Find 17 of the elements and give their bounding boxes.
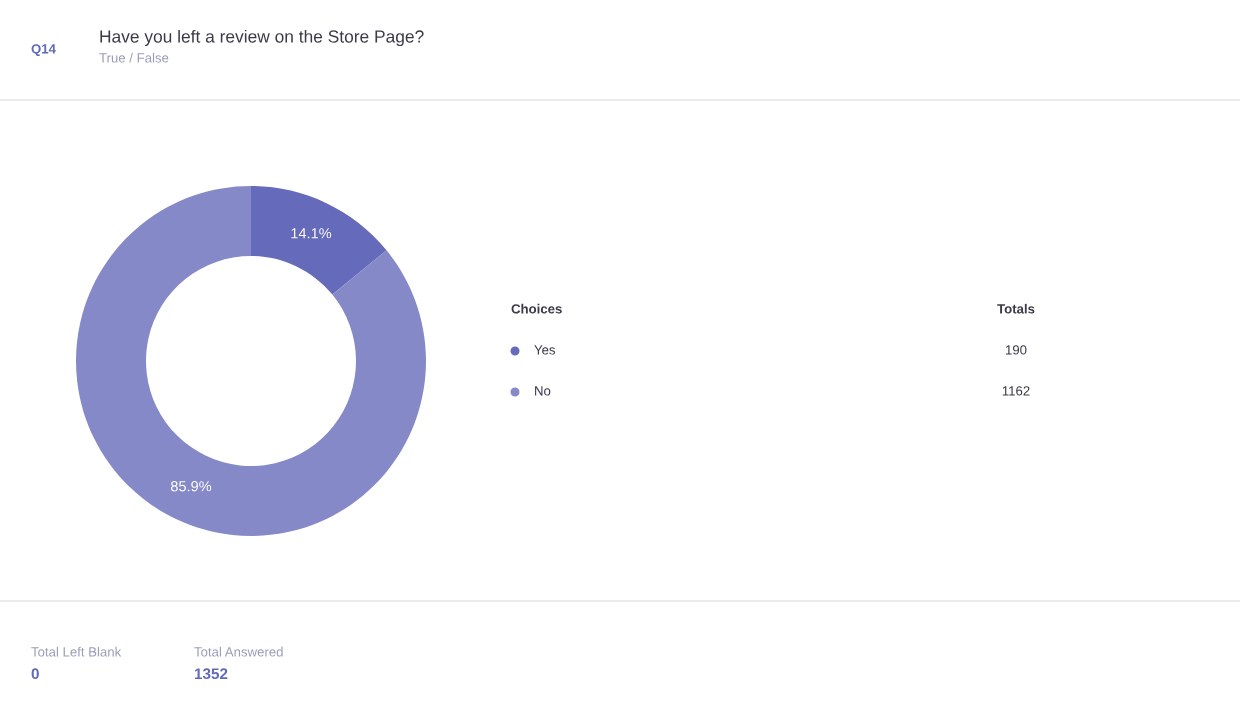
text: Q14 [31,44,56,57]
text: 0 [31,668,39,680]
data-label: 85.9% [170,481,212,492]
text: Total Answered [194,646,283,657]
text: Total Left Blank [31,646,122,657]
legend-label: Yes [534,345,556,355]
donut-slice [251,186,387,295]
text: 1352 [194,668,228,680]
chart-title: Have you left a review on the Store Page? [100,29,424,47]
legend-label: No [535,386,551,396]
data-label: 14.1% [291,228,332,239]
chart-subtitle: True / False [99,52,169,63]
text: Totals [997,303,1035,314]
donut-slice [76,186,426,536]
text: 190 [1006,345,1027,355]
legend-title: Choices [511,303,562,314]
text: 1162 [1002,386,1030,396]
